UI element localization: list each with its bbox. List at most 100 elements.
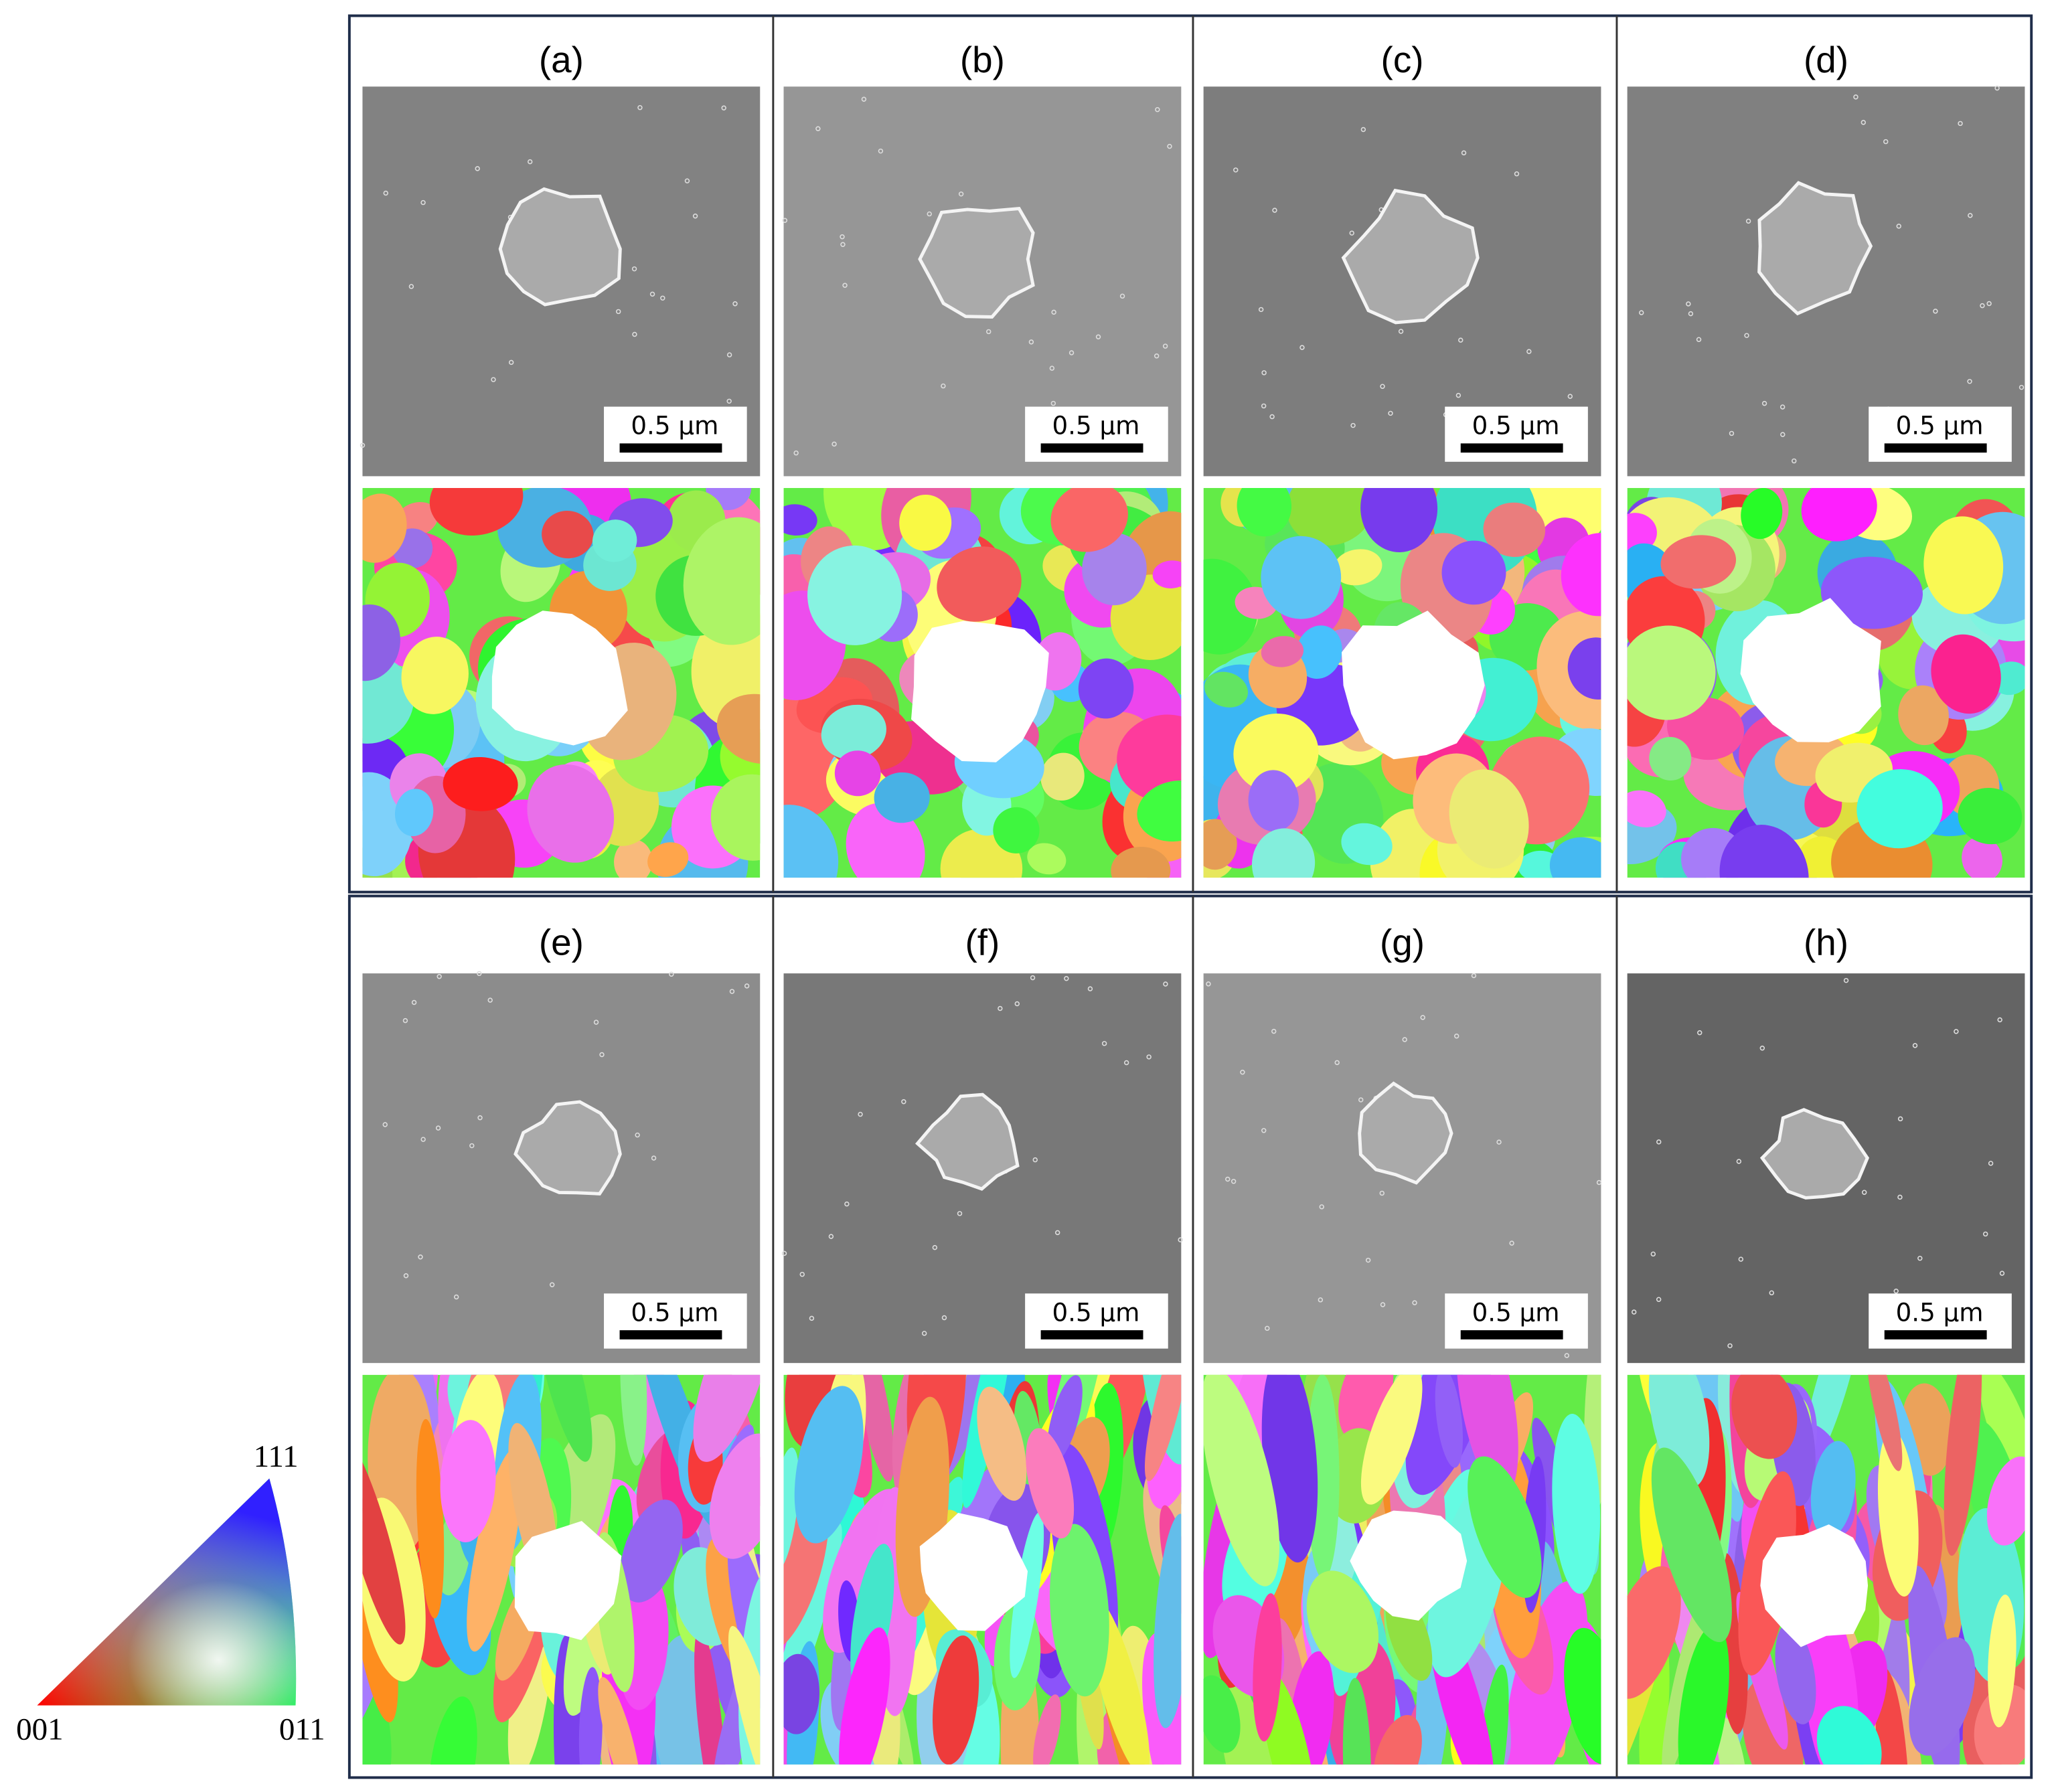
grain — [1111, 846, 1171, 878]
grain — [1026, 1428, 1075, 1539]
grain — [1203, 558, 1258, 655]
sem-speck — [744, 983, 750, 989]
sem-speck — [1163, 981, 1168, 987]
grain — [706, 488, 752, 511]
sem-speck — [632, 331, 637, 337]
sem-speck — [1639, 310, 1644, 315]
grain — [1717, 1717, 1747, 1765]
sem-speck — [2019, 384, 2025, 390]
panel-label: (a) — [539, 39, 584, 80]
grain — [1678, 1624, 1729, 1765]
grain — [1649, 736, 1692, 781]
grain — [536, 1374, 592, 1462]
sem-speck — [1054, 1230, 1060, 1236]
grain — [1117, 714, 1182, 802]
grain — [1877, 1430, 1919, 1597]
sem-speck — [1656, 1139, 1662, 1145]
sem-speck — [1261, 1128, 1267, 1133]
grain — [1468, 1456, 1542, 1599]
grain — [362, 493, 407, 563]
grain — [362, 1432, 406, 1645]
sem-speck — [1697, 1030, 1703, 1036]
sem-speck — [1388, 410, 1393, 416]
grain — [443, 756, 518, 811]
grain — [1978, 1374, 2025, 1503]
grain — [527, 764, 615, 863]
grain — [1986, 1456, 2025, 1546]
panel: (g) 0.5 µm — [1203, 922, 1602, 1765]
grain — [1253, 1593, 1282, 1742]
sem-speck — [1380, 1302, 1386, 1307]
grain — [1931, 634, 2001, 714]
sem-speck — [1780, 432, 1786, 437]
sem-speck — [1994, 85, 2000, 91]
sem-speck — [1261, 370, 1267, 376]
grain — [854, 1374, 894, 1482]
particle-hole — [514, 1521, 622, 1641]
legend-label: 111 — [254, 1439, 299, 1474]
grain — [1342, 1678, 1371, 1765]
sem-speck — [1146, 1054, 1152, 1060]
scale-bar — [1460, 443, 1563, 453]
legend-triangle: 111 001 011 — [16, 1439, 325, 1747]
sem-speck — [1861, 120, 1867, 125]
grain — [1154, 1514, 1182, 1728]
grain — [1820, 556, 1923, 629]
sem-speck — [418, 1254, 423, 1260]
sem-speck — [828, 1234, 834, 1239]
grain — [1856, 769, 1943, 849]
sem-speck — [1861, 1190, 1867, 1195]
grain — [1483, 502, 1546, 558]
sem-speck — [1897, 1116, 1903, 1122]
sem-speck — [411, 999, 417, 1005]
grain — [1040, 752, 1085, 801]
grain — [1286, 488, 1374, 546]
grain — [1801, 488, 1877, 542]
particle — [918, 207, 1035, 319]
scale-bar-label: 0.5 µm — [1472, 411, 1560, 440]
scale-bar-box — [1445, 1293, 1588, 1349]
grain — [1341, 823, 1393, 866]
ebsd-map — [1203, 1374, 1601, 1765]
sem-speck — [1051, 309, 1056, 315]
sem-speck — [615, 309, 621, 315]
grain — [1923, 516, 2004, 615]
grain — [933, 1635, 979, 1765]
grain — [1050, 488, 1128, 552]
grain — [694, 1627, 726, 1765]
sem-speck — [861, 96, 867, 102]
grain — [1360, 488, 1438, 552]
sem-speck — [1769, 1290, 1774, 1296]
sem-speck — [1631, 1309, 1637, 1315]
grain — [1810, 1441, 1856, 1538]
sem-speck — [1729, 430, 1735, 436]
grain — [1627, 513, 1657, 554]
sem-speck — [593, 1020, 599, 1025]
sem-speck — [360, 442, 366, 448]
sem-speck — [631, 266, 637, 272]
sem-speck — [941, 383, 946, 389]
sem-speck — [781, 1250, 787, 1256]
scale-bar — [619, 443, 722, 453]
sem-speck — [1853, 94, 1858, 100]
grain — [620, 1499, 683, 1603]
grain — [1251, 828, 1316, 878]
sem-speck — [1761, 400, 1767, 406]
sem-speck — [402, 1017, 408, 1024]
sem-speck — [1265, 1325, 1270, 1331]
sem-speck — [1686, 301, 1691, 307]
scale-bar-label: 0.5 µm — [1896, 411, 1984, 440]
grain — [1050, 1524, 1109, 1697]
grain — [1988, 1595, 2016, 1728]
grain — [1435, 1374, 1463, 1468]
sem-speck — [1334, 1060, 1340, 1066]
sem-speck — [1997, 1017, 2002, 1023]
sem-speck — [1999, 1271, 2005, 1276]
particle-hole — [1760, 1524, 1869, 1647]
grain — [1295, 625, 1342, 679]
sem-speck — [1360, 127, 1366, 133]
sem-speck — [1688, 311, 1694, 317]
grain — [937, 546, 1022, 622]
grain — [1627, 625, 1716, 720]
